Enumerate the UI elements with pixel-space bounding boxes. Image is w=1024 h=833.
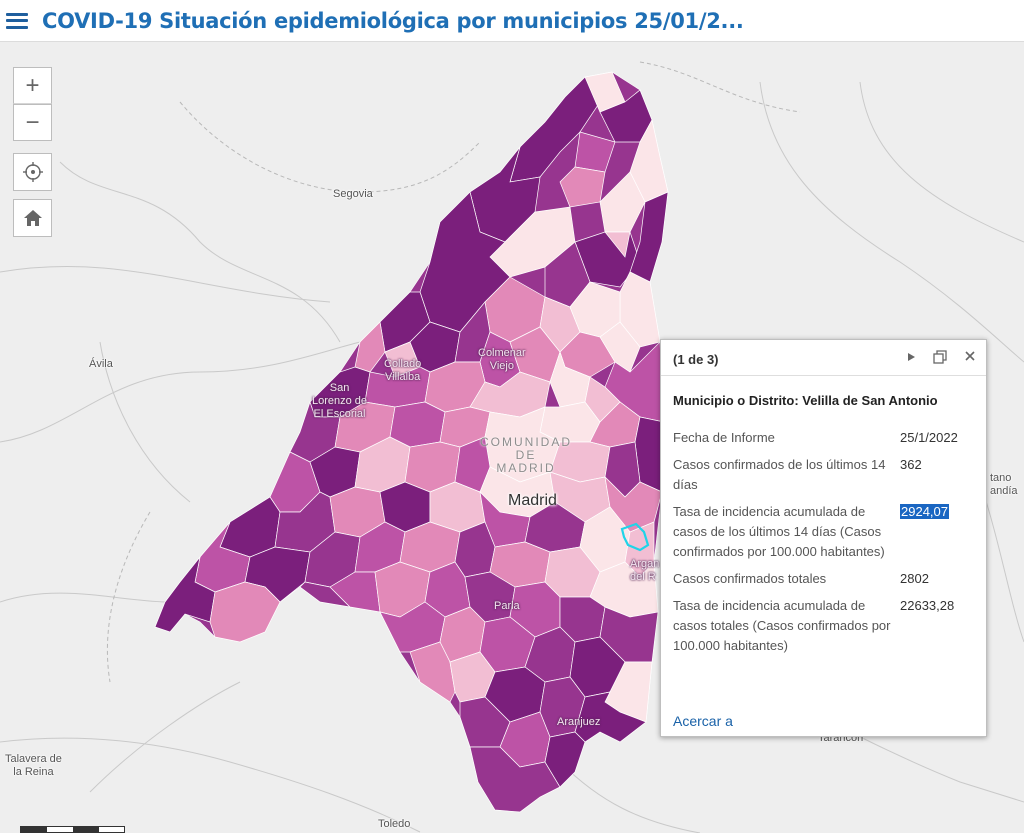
popup-attribute-table: Fecha de Informe 25/1/2022 Casos confirm… xyxy=(673,428,978,663)
selected-value-text[interactable]: 2924,07 xyxy=(900,504,949,519)
zoom-to-link[interactable]: Acercar a xyxy=(673,713,733,729)
home-button[interactable] xyxy=(13,199,52,237)
place-label-talavera: Talavera de la Reina xyxy=(5,753,62,778)
locate-button[interactable] xyxy=(13,153,52,191)
popup-header: (1 de 3) xyxy=(661,340,986,376)
popup-title: Municipio o Distrito: Velilla de San Ant… xyxy=(673,393,938,408)
selected-municipality xyxy=(620,522,650,552)
app-header: COVID-19 Situación epidemiológica por mu… xyxy=(0,0,1024,42)
attribute-value: 362 xyxy=(900,457,922,472)
popup-feature-count: (1 de 3) xyxy=(673,352,719,367)
dock-popup-button[interactable] xyxy=(932,350,948,366)
attribute-row: Casos confirmados totales 2802 xyxy=(673,569,978,589)
attribute-label: Tasa de incidencia acumulada de casos de… xyxy=(673,504,885,559)
place-label-parla: Parla xyxy=(494,600,520,612)
close-popup-button[interactable] xyxy=(962,350,978,366)
attribute-value: 25/1/2022 xyxy=(900,430,958,445)
place-label-madrid: Madrid xyxy=(508,492,557,509)
place-label-guadalajara: tano andía xyxy=(990,472,1018,497)
place-label-segovia: Segovia xyxy=(333,188,373,200)
zoom-in-button[interactable]: + xyxy=(13,67,52,104)
next-feature-button[interactable] xyxy=(903,350,919,366)
place-label-comunidad-madrid: COMUNIDAD DE MADRID xyxy=(480,435,572,475)
attribute-label: Fecha de Informe xyxy=(673,430,775,445)
attribute-label: Casos confirmados totales xyxy=(673,571,827,586)
attribute-label: Casos confirmados de los últimos 14 días xyxy=(673,457,886,492)
page-title: COVID-19 Situación epidemiológica por mu… xyxy=(42,8,744,33)
home-icon xyxy=(23,210,42,226)
scale-bar xyxy=(20,826,125,833)
place-label-avila: Ávila xyxy=(89,358,113,370)
place-label-collado-villalba: Collado Villalba xyxy=(384,358,422,383)
close-icon xyxy=(965,351,975,361)
crosshair-icon xyxy=(22,162,43,182)
place-label-san-lorenzo: San Lorenzo de El Escorial xyxy=(312,382,368,420)
place-label-toledo: Toledo xyxy=(378,818,411,830)
play-icon xyxy=(908,353,915,361)
attribute-value: 2802 xyxy=(900,571,929,586)
place-label-arganda: Argan del R xyxy=(630,558,660,583)
attribute-row: Fecha de Informe 25/1/2022 xyxy=(673,428,978,448)
attribute-value: 22633,28 xyxy=(900,598,955,613)
map-view[interactable]: Segovia Ávila Collado Villalba Colmenar … xyxy=(0,42,1024,833)
attribute-row: Tasa de incidencia acumulada de casos to… xyxy=(673,596,978,656)
zoom-out-button[interactable]: − xyxy=(13,104,52,141)
dock-icon xyxy=(933,350,947,364)
hamburger-menu-icon[interactable] xyxy=(6,12,28,29)
feature-popup: (1 de 3) Municipio o Distrito: Velilla d… xyxy=(660,339,987,737)
place-label-colmenar-viejo: Colmenar Viejo xyxy=(478,347,526,372)
attribute-row: Tasa de incidencia acumulada de casos de… xyxy=(673,502,978,562)
base-map xyxy=(0,61,1024,833)
attribute-value: 2924,07 xyxy=(900,502,978,562)
attribute-label: Tasa de incidencia acumulada de casos to… xyxy=(673,598,891,653)
attribute-row: Casos confirmados de los últimos 14 días… xyxy=(673,455,978,495)
place-label-aranjuez: Aranjuez xyxy=(557,716,601,728)
